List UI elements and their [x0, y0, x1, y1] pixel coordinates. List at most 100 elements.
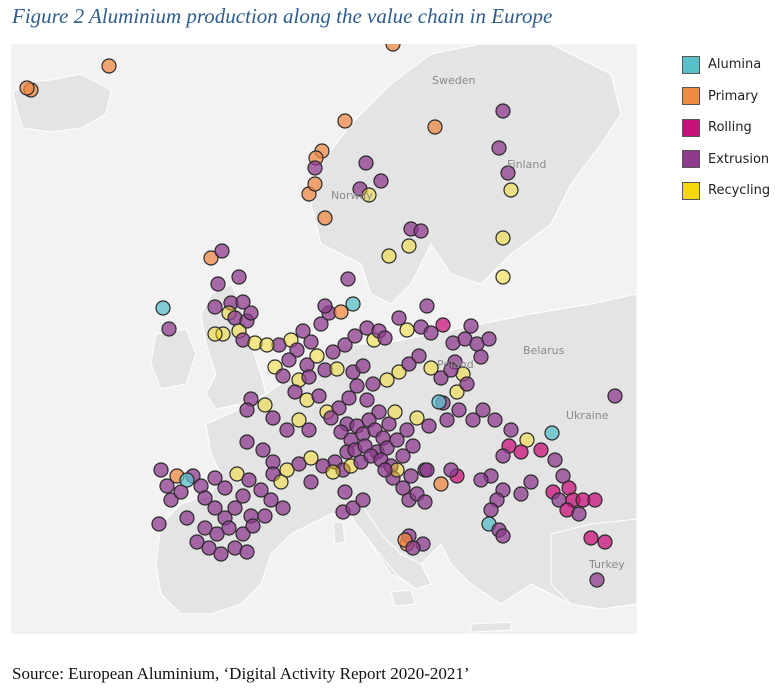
facility-marker-extrusion: [571, 506, 587, 522]
facility-marker-extrusion: [443, 362, 459, 378]
facility-marker-extrusion: [239, 434, 255, 450]
facility-marker-extrusion: [395, 448, 411, 464]
facility-marker-extrusion: [373, 173, 389, 189]
sicily-land: [390, 589, 416, 607]
facility-marker-extrusion: [159, 478, 175, 494]
facility-marker-extrusion: [473, 349, 489, 365]
facility-marker-extrusion: [239, 402, 255, 418]
facility-marker-extrusion: [421, 418, 437, 434]
label-poland: Poland: [437, 358, 474, 371]
facility-marker-extrusion: [207, 500, 223, 516]
facility-marker-recycling: [247, 335, 263, 351]
facility-marker-recycling: [423, 360, 439, 376]
facility-marker-extrusion: [465, 412, 481, 428]
facility-marker-extrusion: [239, 544, 255, 560]
facility-marker-extrusion: [395, 480, 411, 496]
facility-marker-extrusion: [323, 410, 339, 426]
italy-land: [339, 492, 432, 590]
figure-source: Source: European Aluminium, ‘Digital Act…: [12, 664, 470, 683]
facility-marker-extrusion: [439, 412, 455, 428]
facility-marker-recycling: [279, 462, 295, 478]
facility-marker-recycling: [303, 450, 319, 466]
facility-marker-extrusion: [235, 294, 251, 310]
facility-marker-extrusion: [349, 378, 365, 394]
facility-marker-extrusion: [331, 400, 347, 416]
facility-marker-extrusion: [419, 298, 435, 314]
facility-marker-extrusion: [451, 402, 467, 418]
legend-swatch-recycling: [682, 181, 700, 200]
figure-title: Figure 2 Aluminium production along the …: [12, 4, 553, 28]
facility-marker-extrusion: [417, 494, 433, 510]
facility-marker-extrusion: [263, 492, 279, 508]
facility-marker-recycling: [401, 238, 417, 254]
label-sweden: Sweden: [432, 74, 476, 87]
facility-marker-recycling: [361, 187, 377, 203]
facility-marker-recycling: [409, 410, 425, 426]
facility-marker-recycling: [503, 182, 519, 198]
facility-marker-extrusion: [241, 472, 257, 488]
facility-marker-extrusion: [275, 368, 291, 384]
facility-marker-extrusion: [359, 392, 375, 408]
facility-marker-extrusion: [221, 520, 237, 536]
facility-marker-extrusion: [235, 332, 251, 348]
turkey-land: [550, 518, 637, 610]
scandinavia-land: [310, 44, 622, 305]
facility-marker-extrusion: [303, 474, 319, 490]
facility-marker-recycling: [273, 474, 289, 490]
facility-marker-extrusion: [459, 376, 475, 392]
facility-marker-extrusion: [500, 165, 516, 181]
facility-marker-extrusion: [207, 299, 223, 315]
facility-marker-extrusion: [197, 520, 213, 536]
facility-marker-extrusion: [405, 540, 421, 556]
facility-marker-extrusion: [377, 330, 393, 346]
facility-marker-extrusion: [295, 323, 311, 339]
facility-marker-extrusion: [491, 140, 507, 156]
facility-marker-extrusion: [345, 500, 361, 516]
facility-marker-recycling: [291, 412, 307, 428]
facility-marker-extrusion: [235, 526, 251, 542]
facility-marker-extrusion: [231, 269, 247, 285]
facility-marker-extrusion: [463, 318, 479, 334]
facility-marker-rolling: [583, 530, 599, 546]
facility-marker-extrusion: [523, 474, 539, 490]
facility-marker-primary: [333, 304, 349, 320]
facility-marker-extrusion: [207, 470, 223, 486]
facility-marker-extrusion: [325, 344, 341, 360]
facility-marker-alumina: [544, 425, 560, 441]
facility-marker-recycling: [309, 348, 325, 364]
facility-marker-recycling: [207, 326, 223, 342]
facility-marker-recycling: [449, 384, 465, 400]
facility-marker-extrusion: [161, 321, 177, 337]
legend-label-extrusion: Extrusion: [708, 151, 770, 167]
facility-marker-extrusion: [214, 243, 230, 259]
facility-marker-recycling: [379, 372, 395, 388]
legend-item-recycling: Recycling: [682, 175, 770, 207]
facility-markers: [19, 44, 623, 588]
facility-marker-primary: [317, 210, 333, 226]
facility-marker-extrusion: [210, 276, 226, 292]
facility-marker-extrusion: [289, 342, 305, 358]
facility-marker-rolling: [513, 444, 529, 460]
facility-marker-primary: [385, 44, 401, 52]
facility-marker-primary: [101, 58, 117, 74]
facility-marker-alumina: [431, 394, 447, 410]
facility-marker-extrusion: [317, 362, 333, 378]
legend-swatch-rolling: [682, 118, 700, 137]
land-shapes: [12, 44, 637, 633]
facility-marker-extrusion: [355, 358, 371, 374]
facility-marker-extrusion: [547, 452, 563, 468]
facility-marker-extrusion: [265, 466, 281, 482]
facility-marker-extrusion: [163, 492, 179, 508]
legend-swatch-alumina: [682, 55, 700, 74]
legend-label-rolling: Rolling: [708, 120, 752, 136]
facility-marker-extrusion: [555, 468, 571, 484]
facility-marker-extrusion: [340, 271, 356, 287]
facility-marker-extrusion: [347, 328, 363, 344]
facility-marker-recycling: [387, 404, 403, 420]
facility-marker-extrusion: [265, 410, 281, 426]
label-finland: Finland: [507, 158, 547, 171]
facility-marker-extrusion: [301, 369, 317, 385]
facility-marker-extrusion: [217, 480, 233, 496]
facility-marker-extrusion: [227, 500, 243, 516]
facility-marker-recycling: [259, 337, 275, 353]
